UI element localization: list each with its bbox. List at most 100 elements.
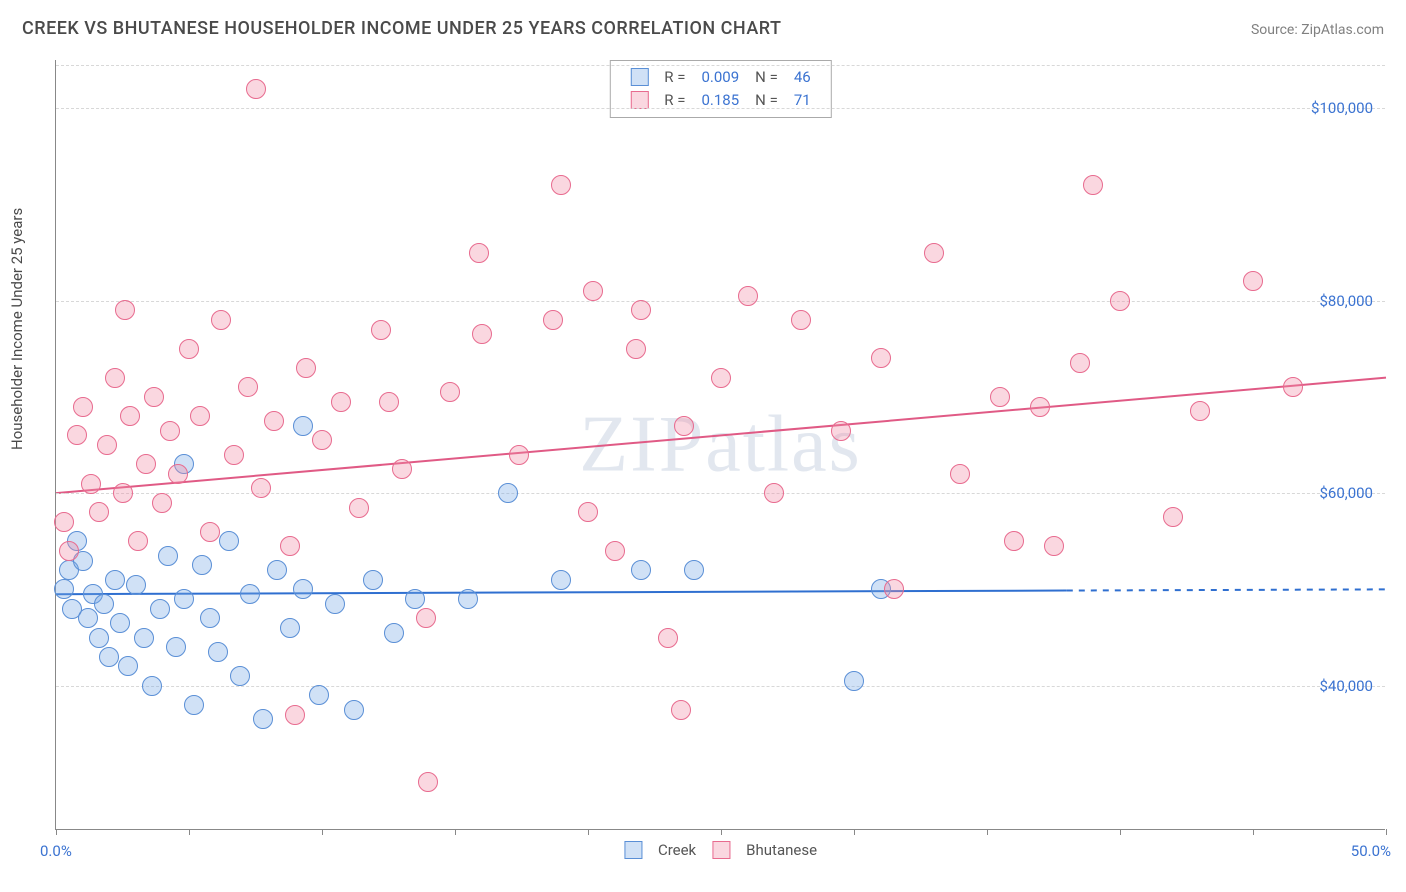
data-point bbox=[89, 502, 109, 522]
data-point bbox=[115, 300, 135, 320]
data-point bbox=[440, 382, 460, 402]
data-point bbox=[128, 531, 148, 551]
data-point bbox=[1044, 536, 1064, 556]
grid-line bbox=[56, 108, 1385, 109]
data-point bbox=[296, 358, 316, 378]
data-point bbox=[211, 310, 231, 330]
watermark: ZIPatlas bbox=[579, 399, 862, 490]
legend-swatch bbox=[630, 68, 648, 86]
y-axis-label: Householder Income Under 25 years bbox=[8, 208, 26, 450]
data-point bbox=[379, 392, 399, 412]
data-point bbox=[89, 628, 109, 648]
y-tick-label: $40,000 bbox=[1319, 677, 1373, 695]
data-point bbox=[325, 594, 345, 614]
x-tick-label-max: 50.0% bbox=[1351, 842, 1391, 860]
data-point bbox=[168, 464, 188, 484]
data-point bbox=[884, 579, 904, 599]
data-point bbox=[605, 541, 625, 561]
data-point bbox=[1030, 397, 1050, 417]
x-tick-mark bbox=[322, 829, 323, 835]
legend-label: Creek bbox=[658, 841, 696, 859]
data-point bbox=[950, 464, 970, 484]
data-point bbox=[626, 339, 646, 359]
data-point bbox=[472, 324, 492, 344]
data-point bbox=[509, 445, 529, 465]
data-point bbox=[791, 310, 811, 330]
data-point bbox=[134, 628, 154, 648]
x-tick-mark bbox=[1120, 829, 1121, 835]
data-point bbox=[674, 416, 694, 436]
legend-label: Bhutanese bbox=[746, 841, 817, 859]
data-point bbox=[184, 695, 204, 715]
legend-row: R =0.009N =46 bbox=[622, 65, 818, 88]
data-point bbox=[671, 700, 691, 720]
data-point bbox=[224, 445, 244, 465]
data-point bbox=[990, 387, 1010, 407]
data-point bbox=[240, 584, 260, 604]
plot-area: ZIPatlas R =0.009N =46R =0.185N =71 Cree… bbox=[55, 60, 1385, 830]
data-point bbox=[309, 685, 329, 705]
data-point bbox=[238, 377, 258, 397]
data-point bbox=[418, 772, 438, 792]
data-point bbox=[285, 705, 305, 725]
data-point bbox=[110, 613, 130, 633]
data-point bbox=[331, 392, 351, 412]
x-tick-mark bbox=[189, 829, 190, 835]
legend-series: Creek Bhutanese bbox=[616, 840, 825, 859]
data-point bbox=[59, 541, 79, 561]
data-point bbox=[99, 647, 119, 667]
data-point bbox=[551, 175, 571, 195]
data-point bbox=[54, 512, 74, 532]
data-point bbox=[230, 666, 250, 686]
data-point bbox=[1070, 353, 1090, 373]
data-point bbox=[469, 243, 489, 263]
data-point bbox=[264, 411, 284, 431]
data-point bbox=[764, 483, 784, 503]
data-point bbox=[392, 459, 412, 479]
data-point bbox=[349, 498, 369, 518]
legend-swatch bbox=[630, 91, 648, 109]
data-point bbox=[871, 348, 891, 368]
data-point bbox=[371, 320, 391, 340]
data-point bbox=[458, 589, 478, 609]
data-point bbox=[416, 608, 436, 628]
data-point bbox=[179, 339, 199, 359]
data-point bbox=[253, 709, 273, 729]
y-tick-label: $60,000 bbox=[1319, 484, 1373, 502]
data-point bbox=[711, 368, 731, 388]
data-point bbox=[631, 300, 651, 320]
x-tick-mark bbox=[1386, 829, 1387, 835]
data-point bbox=[280, 536, 300, 556]
data-point bbox=[97, 435, 117, 455]
y-tick-label: $80,000 bbox=[1319, 292, 1373, 310]
data-point bbox=[152, 493, 172, 513]
y-tick-label: $100,000 bbox=[1311, 99, 1373, 117]
x-tick-mark bbox=[588, 829, 589, 835]
data-point bbox=[267, 560, 287, 580]
source-label: Source: ZipAtlas.com bbox=[1251, 22, 1384, 38]
data-point bbox=[126, 575, 146, 595]
data-point bbox=[142, 676, 162, 696]
data-point bbox=[738, 286, 758, 306]
data-point bbox=[67, 425, 87, 445]
x-tick-label-min: 0.0% bbox=[40, 842, 72, 860]
data-point bbox=[312, 430, 332, 450]
x-tick-mark bbox=[56, 829, 57, 835]
data-point bbox=[94, 594, 114, 614]
data-point bbox=[158, 546, 178, 566]
data-point bbox=[78, 608, 98, 628]
data-point bbox=[543, 310, 563, 330]
data-point bbox=[1004, 531, 1024, 551]
data-point bbox=[658, 628, 678, 648]
data-point bbox=[1243, 271, 1263, 291]
data-point bbox=[150, 599, 170, 619]
data-point bbox=[1283, 377, 1303, 397]
data-point bbox=[583, 281, 603, 301]
data-point bbox=[136, 454, 156, 474]
chart-title: CREEK VS BHUTANESE HOUSEHOLDER INCOME UN… bbox=[22, 18, 782, 39]
data-point bbox=[684, 560, 704, 580]
data-point bbox=[105, 570, 125, 590]
data-point bbox=[631, 560, 651, 580]
data-point bbox=[200, 522, 220, 542]
data-point bbox=[192, 555, 212, 575]
